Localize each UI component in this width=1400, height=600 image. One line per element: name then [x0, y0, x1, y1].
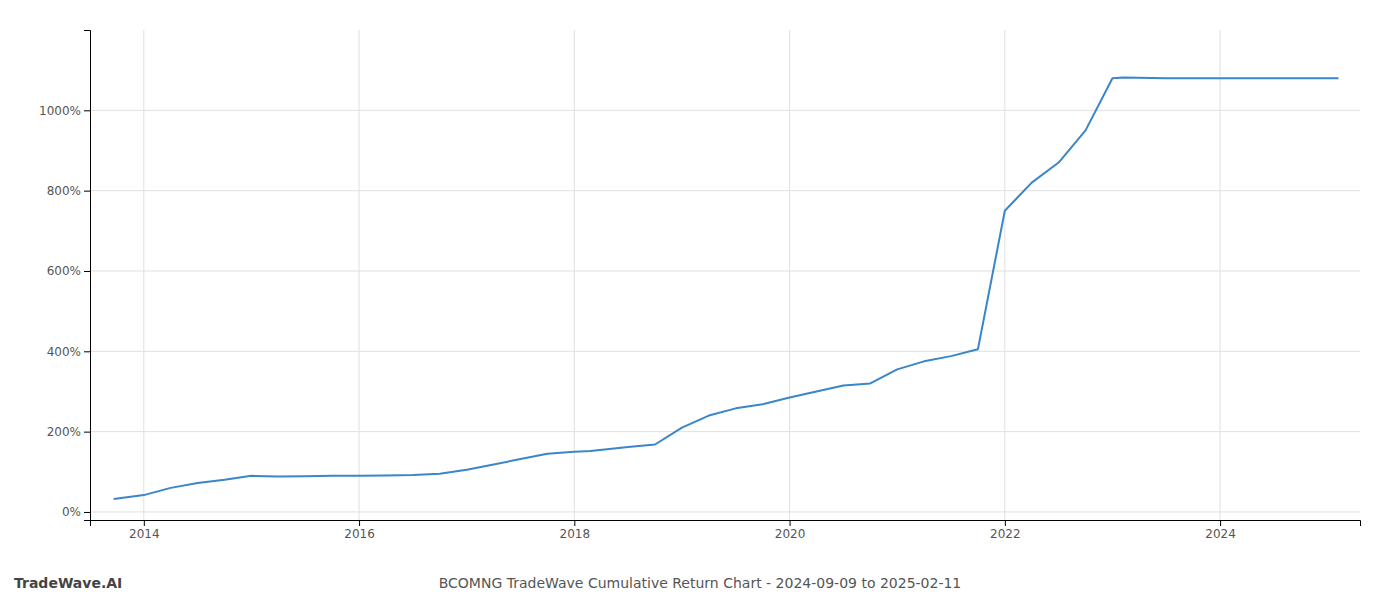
x-grid-line — [143, 30, 144, 520]
y-tick-label: 800% — [47, 184, 81, 198]
x-grid-line — [359, 30, 360, 520]
x-tick: 2014 — [129, 520, 160, 541]
y-tick: 800% — [47, 184, 90, 198]
marks — [114, 77, 1339, 499]
watermark: TradeWave.AI — [14, 575, 122, 591]
y-grid-line — [90, 270, 1360, 271]
line — [114, 77, 1339, 499]
y-tick-label: 200% — [47, 425, 81, 439]
y-tick-mark — [84, 512, 90, 513]
y-tick-label: 1000% — [39, 104, 81, 118]
y-tick-mark — [84, 191, 90, 192]
y-tick: 0% — [62, 505, 90, 519]
y-tick-label: 400% — [47, 345, 81, 359]
y-grid-line — [90, 110, 1360, 111]
title: BCOMNG TradeWave Cumulative Return Chart… — [439, 575, 962, 591]
y-tick: 400% — [47, 345, 90, 359]
chart: 2014 2016 2018 2020 2022 2024 0% 200% 400% 600% 80… — [0, 0, 1400, 600]
y-tick-label: 0% — [62, 505, 81, 519]
plot-area: 2014 2016 2018 2020 2022 2024 0% 200% 400% 600% 80… — [39, 30, 1360, 541]
x-tick-label: 2016 — [344, 527, 375, 541]
x-tick-mark — [144, 520, 145, 526]
y-tick-mark — [84, 351, 90, 352]
y-tick-mark — [84, 271, 90, 272]
x-tick: 2022 — [990, 520, 1021, 541]
y-tick-mark — [84, 110, 90, 111]
x-axis-line — [91, 521, 1361, 527]
x-axis: 2014 2016 2018 2020 2022 2024 — [91, 520, 1361, 541]
y-grid-line — [90, 431, 1360, 432]
x-tick: 2024 — [1205, 520, 1236, 541]
x-tick-mark — [359, 520, 360, 526]
y-tick-mark — [84, 432, 90, 433]
x-grid-line — [574, 30, 575, 520]
x-tick: 2018 — [560, 520, 591, 541]
x-tick-mark — [1005, 520, 1006, 526]
x-grid-line — [789, 30, 790, 520]
y-grid-line — [90, 190, 1360, 191]
x-tick-label: 2014 — [129, 527, 160, 541]
y-tick: 200% — [47, 425, 90, 439]
y-axis-line — [84, 31, 91, 521]
y-tick: 1000% — [39, 104, 90, 118]
x-tick-label: 2024 — [1205, 527, 1236, 541]
y-tick: 600% — [47, 264, 90, 278]
x-tick-label: 2020 — [775, 527, 806, 541]
grid — [90, 30, 1360, 520]
x-tick-label: 2018 — [560, 527, 591, 541]
x-tick-label: 2022 — [990, 527, 1021, 541]
x-tick-mark — [574, 520, 575, 526]
y-axis: 0% 200% 400% 600% 800% 1000% — [39, 31, 90, 521]
x-tick: 2020 — [775, 520, 806, 541]
y-grid-line — [90, 351, 1360, 352]
x-grid-line — [1220, 30, 1221, 520]
x-tick: 2016 — [344, 520, 375, 541]
x-grid-line — [1004, 30, 1005, 520]
y-grid-line — [90, 511, 1360, 512]
x-tick-mark — [1220, 520, 1221, 526]
y-tick-label: 600% — [47, 264, 81, 278]
x-tick-mark — [790, 520, 791, 526]
